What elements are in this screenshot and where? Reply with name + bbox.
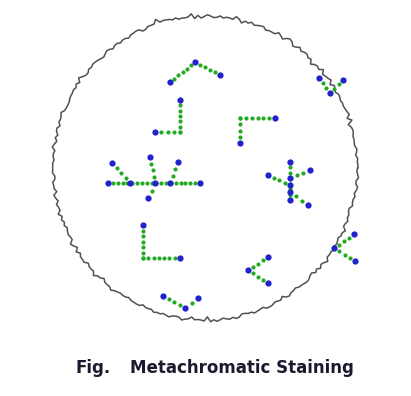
Text: Fig.: Fig. [75, 359, 110, 377]
Text: Metachromatic Staining: Metachromatic Staining [130, 359, 354, 377]
